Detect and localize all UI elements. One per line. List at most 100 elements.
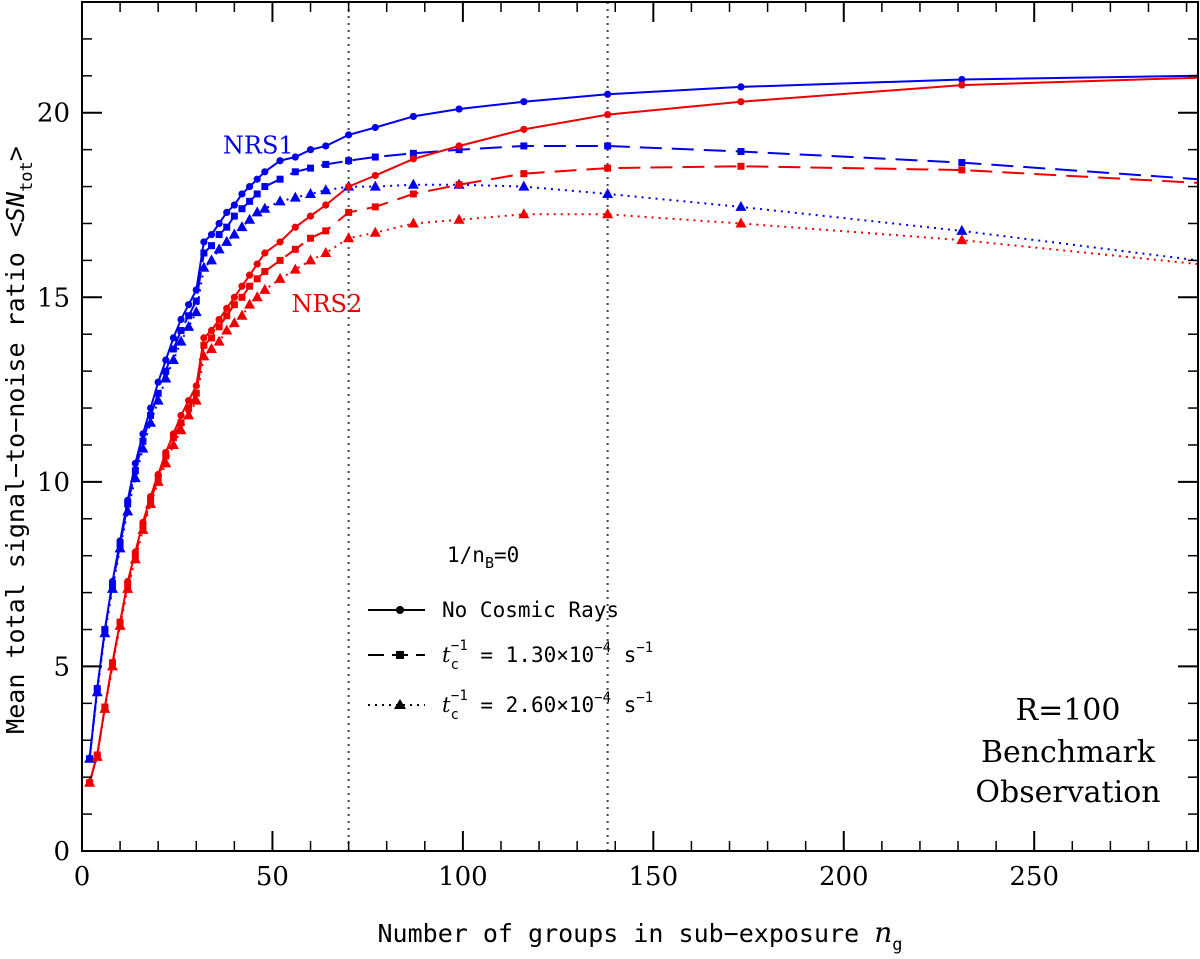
data-point-square	[604, 164, 612, 172]
data-point-circle	[371, 171, 379, 180]
data-point-triangle	[305, 254, 317, 265]
data-point-circle	[230, 293, 238, 301]
series-line	[88, 183, 1199, 759]
detector-label-nrs2: NRS2	[291, 290, 362, 318]
data-point-triangle	[206, 254, 218, 265]
data-point-circle	[245, 182, 254, 191]
legend-entry-tc-130: tc−1 = 1.30×10−4 s−1	[368, 638, 653, 673]
data-point-square	[520, 170, 528, 178]
legend-entry-no-cosmic-rays: No Cosmic Rays	[368, 598, 619, 622]
y-axis-title-text: Mean total signal−to−noise ratio	[1, 252, 30, 734]
data-point-triangle	[183, 409, 195, 420]
legend-header-tail: =0	[494, 543, 519, 567]
data-point-circle	[409, 155, 417, 163]
data-point-square	[276, 256, 284, 264]
data-point-square	[215, 323, 223, 331]
data-point-circle	[185, 301, 193, 309]
data-point-triangle	[236, 309, 248, 320]
data-point-triangle	[320, 184, 332, 195]
legend-entry-tc-260: tc−1 = 2.60×10−4 s−1	[368, 688, 653, 723]
legend-unit-sup: −1	[636, 640, 653, 656]
x-tick-label: 50	[256, 862, 289, 892]
legend-exp: −4	[594, 640, 611, 656]
data-point-circle	[520, 125, 528, 133]
x-tick-label: 200	[819, 862, 869, 892]
data-point-circle	[223, 208, 231, 217]
data-point-triangle	[122, 582, 134, 593]
data-point-circle	[276, 238, 284, 246]
data-point-triangle	[305, 187, 317, 198]
data-point-square	[192, 389, 200, 397]
legend-unit: s	[611, 643, 636, 667]
reference-lines	[347, 2, 609, 851]
data-point-circle	[139, 430, 147, 438]
data-point-triangle	[518, 208, 530, 219]
data-point-circle	[169, 334, 178, 342]
data-point-triangle	[956, 224, 968, 235]
data-point-triangle	[167, 438, 179, 449]
data-point-square	[169, 345, 177, 353]
data-point-triangle	[175, 335, 187, 346]
detector-label-nrs1: NRS1	[223, 131, 294, 159]
x-tick-label: 250	[1009, 862, 1059, 892]
x-axis-subscript: g	[892, 935, 902, 955]
data-point-square	[345, 157, 353, 165]
legend-symbol: t	[442, 643, 451, 667]
data-point-triangle	[228, 228, 240, 239]
data-point-triangle	[152, 475, 164, 486]
series-line	[88, 76, 1199, 783]
data-point-square	[261, 267, 269, 275]
data-point-triangle	[91, 750, 103, 761]
data-point-square	[307, 164, 315, 172]
data-point-triangle	[137, 442, 149, 453]
data-point-triangle	[453, 213, 465, 224]
data-point-circle	[177, 411, 185, 420]
data-point-square	[322, 227, 330, 235]
data-point-triangle	[183, 320, 195, 331]
data-point-square	[147, 411, 155, 419]
data-point-square	[737, 147, 745, 155]
data-point-circle	[291, 223, 299, 231]
x-tick-label: 100	[438, 862, 488, 892]
data-point-triangle	[369, 226, 381, 237]
data-point-circle	[215, 219, 223, 228]
data-point-triangle	[122, 505, 134, 516]
legend-label-no-cosmic-rays: No Cosmic Rays	[442, 598, 619, 622]
data-point-circle	[185, 397, 193, 405]
data-point-triangle	[274, 195, 286, 206]
data-point-triangle	[190, 306, 202, 317]
data-point-square	[253, 275, 261, 283]
data-point-triangle	[137, 523, 149, 534]
data-point-circle	[253, 260, 261, 268]
data-point-square	[345, 208, 353, 216]
x-axis-title-text: Number of groups in sub−exposure	[378, 919, 860, 948]
data-point-triangle	[99, 627, 111, 638]
legend-header: 1/nB=0	[447, 543, 519, 572]
data-point-triangle	[518, 180, 530, 191]
data-point-circle	[455, 142, 463, 150]
data-point-triangle	[244, 298, 256, 309]
data-point-square	[162, 367, 170, 375]
data-point-square	[177, 327, 185, 335]
data-point-triangle	[160, 372, 172, 383]
data-point-square	[307, 234, 315, 242]
data-point-triangle	[259, 283, 271, 294]
data-point-square	[246, 282, 254, 290]
data-point-square	[131, 467, 139, 475]
axis-ticks: 0 50 100 150 200 250 0 5 10 15 20	[37, 2, 1198, 892]
data-point-circle	[520, 98, 528, 106]
data-point-square	[737, 162, 745, 170]
data-point-triangle	[91, 686, 103, 697]
data-point-square	[169, 434, 177, 442]
data-point-circle	[371, 123, 379, 132]
data-point-circle	[131, 459, 139, 468]
data-point-circle	[253, 175, 261, 183]
annotation-line-3: Observation	[975, 775, 1160, 810]
data-point-circle	[261, 249, 269, 257]
data-point-triangle	[213, 335, 225, 346]
data-point-triangle	[289, 191, 301, 202]
data-point-circle	[322, 142, 330, 150]
data-point-triangle	[190, 394, 202, 405]
legend-sub: c	[450, 707, 458, 723]
y-tick-label: 0	[53, 837, 70, 867]
